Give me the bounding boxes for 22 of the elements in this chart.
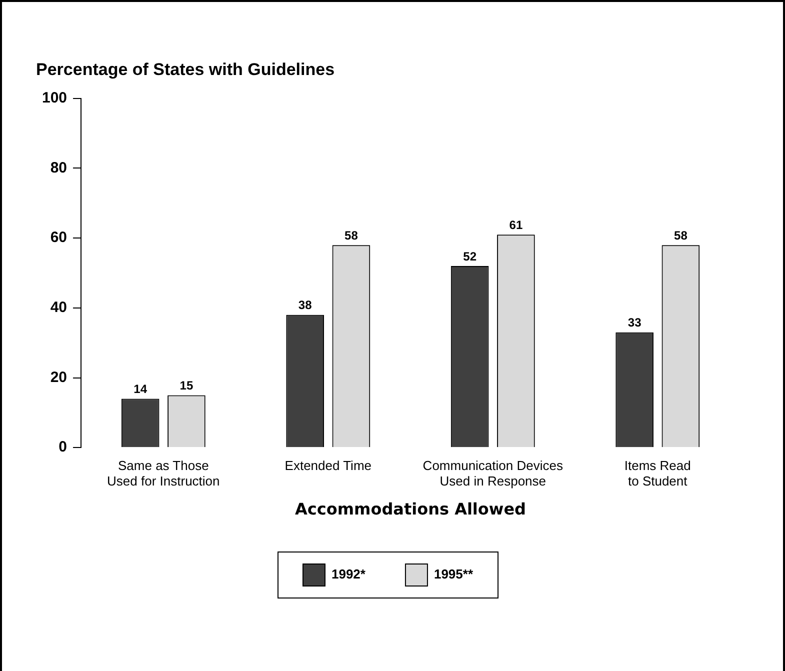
data-label: 15 [180,378,194,393]
y-tick-label: 100 [42,90,68,107]
chart-title: Percentage of States with Guidelines [36,60,335,79]
y-tick-label: 40 [50,299,68,316]
legend-label: 1992* [331,566,366,582]
y-tick-label: 80 [50,159,68,176]
data-label: 61 [509,218,523,232]
data-label: 14 [134,382,148,396]
data-label: 58 [674,228,688,242]
x-axis-title: Accommodations Allowed [295,500,526,519]
y-tick-label: 60 [50,229,68,246]
data-label: 58 [344,228,358,242]
x-tick-label: Communication Devices Used in Response [422,458,564,489]
data-label: 52 [463,249,477,264]
data-label: 38 [298,298,312,312]
data-label: 33 [628,316,642,330]
y-tick-label: 0 [58,438,68,456]
x-tick-label: Items Read to Student [624,458,691,489]
y-tick-label: 20 [50,368,68,386]
x-tick-label: Extended Time [284,458,372,473]
legend-label: 1995** [434,566,474,582]
x-tick-label: Same as Those Used for Instruction [107,458,220,489]
